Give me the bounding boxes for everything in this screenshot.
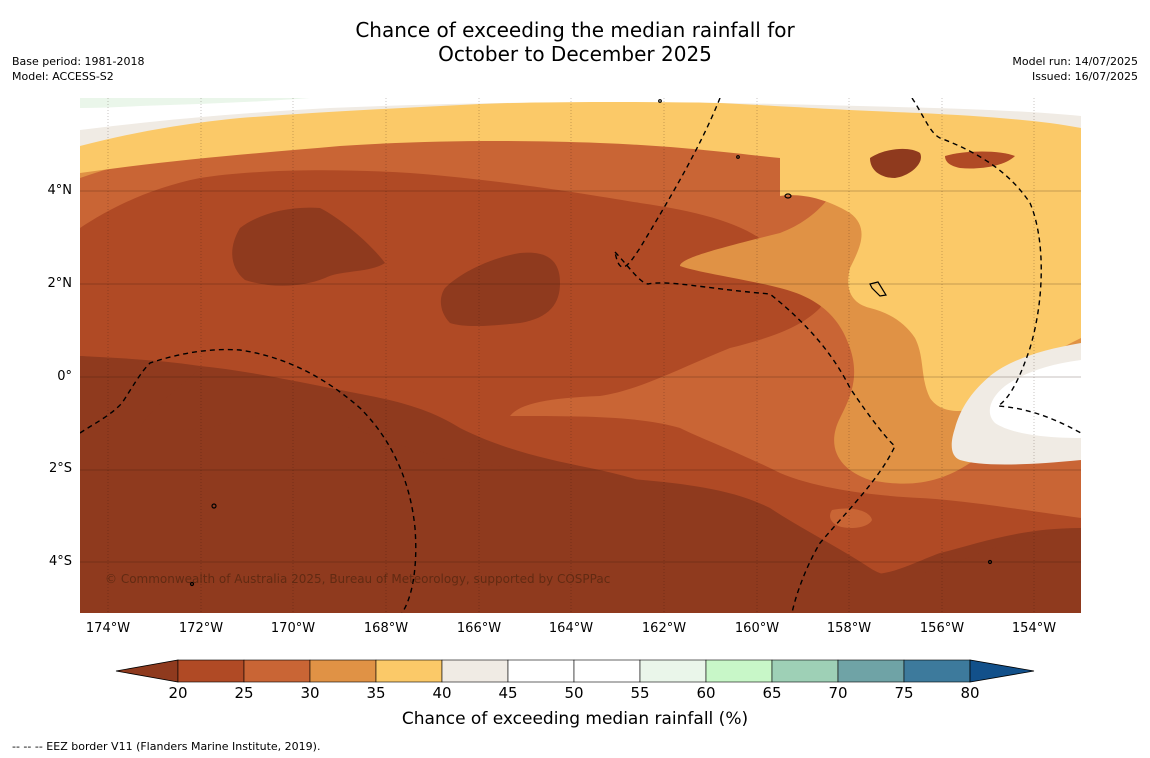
eez-line-ne [614, 98, 896, 613]
dark-region-south [80, 356, 1081, 613]
cbar-tick: 80 [960, 684, 980, 702]
eez-footnote: -- -- -- EEZ border V11 (Flanders Marine… [12, 740, 321, 753]
cbar-tick: 70 [828, 684, 848, 702]
cbar-segment [375, 659, 443, 683]
cbar-segment [309, 659, 377, 683]
cbar-segment [177, 659, 245, 683]
dark-blob-2 [440, 252, 560, 327]
cbar-tick: 50 [564, 684, 584, 702]
lat-label-4n: 4°N [47, 183, 73, 198]
cbar-segment [903, 659, 971, 683]
issued-date: Issued: 16/07/2025 [1031, 70, 1138, 83]
lat-label-4s: 4°S [48, 554, 72, 569]
eez-kiribati-phoenix [80, 348, 417, 613]
lon-label-162w: 162°W [641, 621, 687, 636]
island-1 [784, 193, 792, 199]
cbar-segment [837, 659, 905, 683]
lon-label-158w: 158°W [826, 621, 872, 636]
island-4 [658, 99, 662, 103]
cbar-segment [507, 659, 575, 683]
lat-label-2n: 2°N [47, 276, 73, 291]
cbar-segment [771, 659, 839, 683]
cbar-extend-low [115, 659, 179, 683]
island-2 [869, 281, 887, 297]
meta-left: Base period: 1981-2018 Model: ACCESS-S2 [12, 54, 144, 84]
copyright-notice: © Commonwealth of Australia 2025, Bureau… [105, 572, 611, 586]
base-period: Base period: 1981-2018 [12, 55, 145, 68]
cbar-segment [705, 659, 773, 683]
model-name: Model: ACCESS-S2 [12, 70, 114, 83]
cbar-tick: 30 [300, 684, 320, 702]
cbar-extend-high [969, 659, 1035, 683]
lon-label-154w: 154°W [1011, 621, 1057, 636]
cbar-segment [573, 659, 641, 683]
rainfall-map [80, 98, 1081, 613]
lon-label-172w: 172°W [178, 621, 224, 636]
meta-right: Model run: 14/07/2025 Issued: 16/07/2025 [1012, 54, 1138, 84]
band-45-50 [80, 98, 1081, 465]
dark-blob-1 [232, 207, 385, 286]
lat-label-0: 0° [57, 369, 72, 384]
eez-borders [80, 98, 1081, 613]
cbar-tick: 60 [696, 684, 716, 702]
colorbar-label: Chance of exceeding median rainfall (%) [401, 709, 749, 729]
dark-blob-4 [945, 151, 1015, 169]
cbar-tick: 35 [366, 684, 386, 702]
orange-patch-se [830, 508, 872, 528]
lon-label-174w: 174°W [85, 621, 131, 636]
lat-label-2s: 2°S [48, 461, 72, 476]
dark-blob-3 [870, 148, 921, 178]
map-title: Chance of exceeding the median rainfall … [0, 18, 1150, 66]
lon-label-164w: 164°W [548, 621, 594, 636]
lon-label-166w: 166°W [456, 621, 502, 636]
band-40-45 [80, 98, 1081, 411]
colorbar [0, 650, 1150, 710]
lon-label-168w: 168°W [363, 621, 409, 636]
islands [189, 99, 993, 587]
title-line-2: October to December 2025 [438, 42, 712, 66]
island-6 [189, 581, 195, 587]
lon-label-156w: 156°W [919, 621, 965, 636]
eez-line-east [911, 98, 1081, 434]
cbar-segment [639, 659, 707, 683]
island-5 [736, 155, 740, 159]
island-3 [211, 503, 217, 509]
cbar-tick: 65 [762, 684, 782, 702]
cbar-segment [441, 659, 509, 683]
cbar-tick: 55 [630, 684, 650, 702]
cbar-tick: 20 [168, 684, 188, 702]
cbar-segment [243, 659, 311, 683]
title-line-1: Chance of exceeding the median rainfall … [355, 18, 795, 42]
graticule [80, 98, 1081, 613]
band-55-60 [80, 98, 310, 108]
cbar-tick: 25 [234, 684, 254, 702]
model-run: Model run: 14/07/2025 [1012, 55, 1138, 68]
colorbar-svg [115, 659, 1035, 683]
map-canvas [80, 98, 1081, 613]
lon-label-170w: 170°W [270, 621, 316, 636]
island-7 [987, 559, 993, 565]
cbar-tick: 40 [432, 684, 452, 702]
lon-label-160w: 160°W [734, 621, 780, 636]
cbar-tick: 45 [498, 684, 518, 702]
cbar-tick: 75 [894, 684, 914, 702]
